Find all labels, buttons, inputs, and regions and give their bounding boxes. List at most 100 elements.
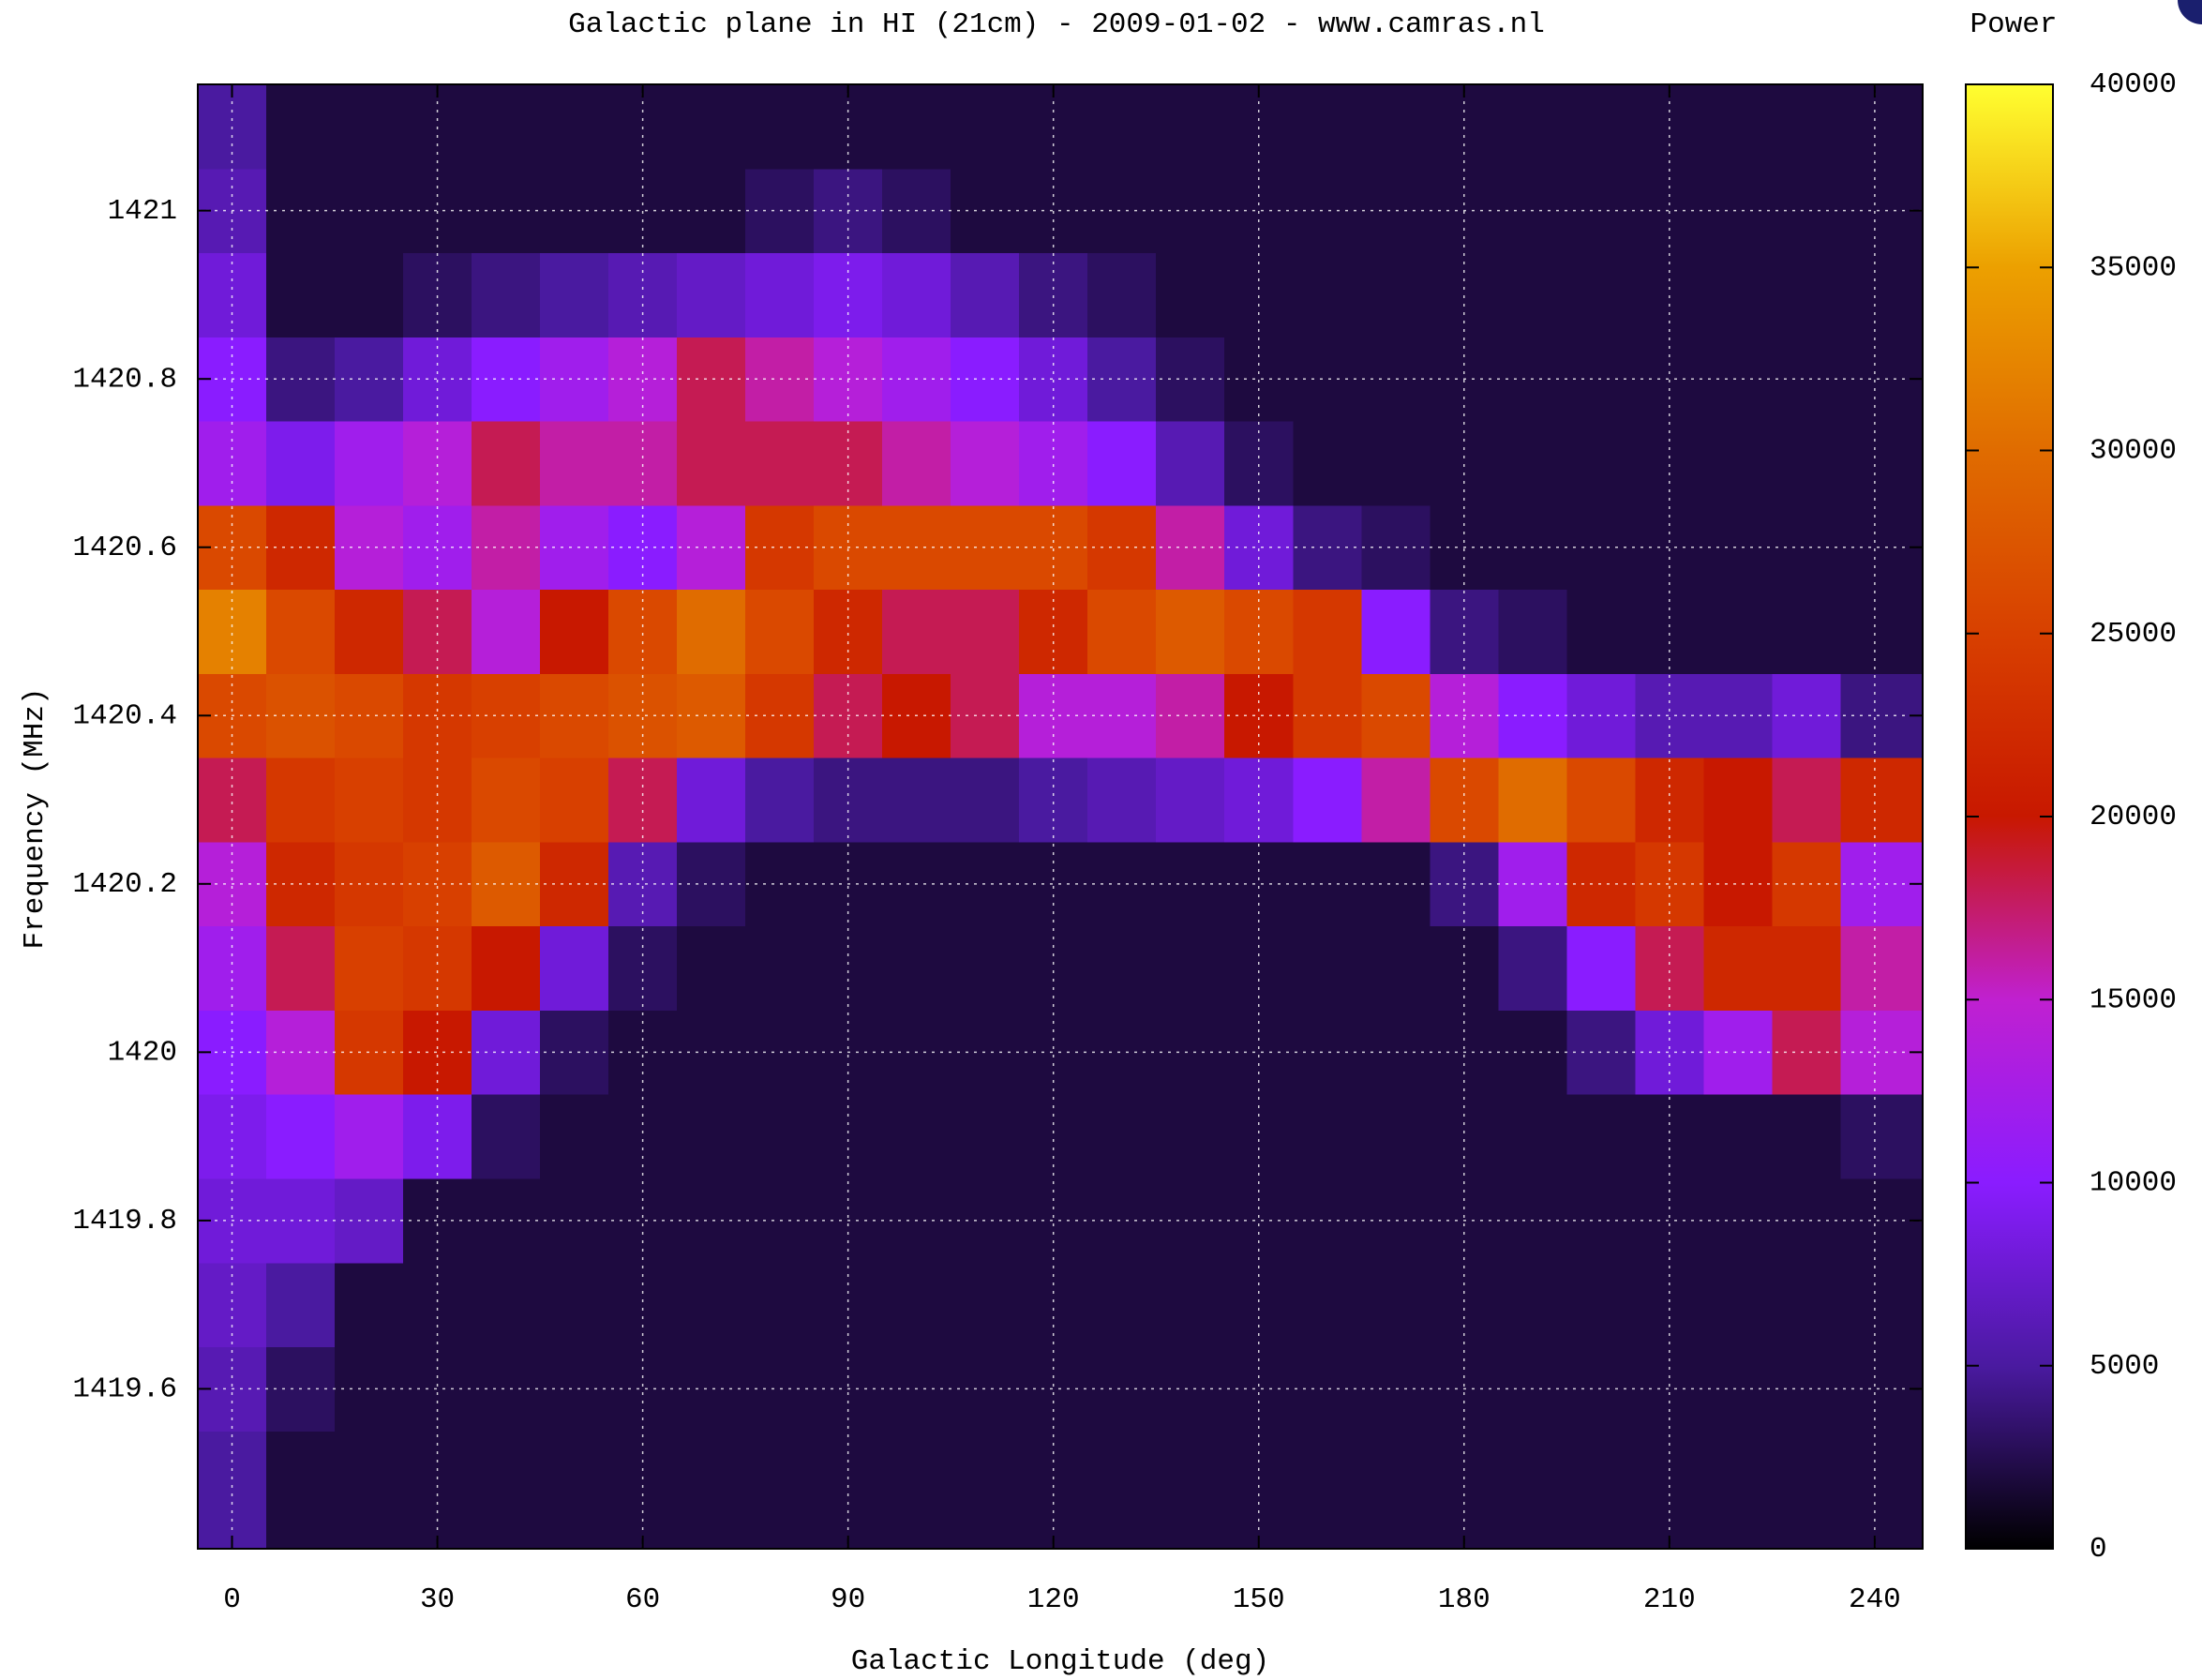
heatmap-cell (1772, 841, 1841, 927)
heatmap-cell (1087, 1431, 1157, 1550)
chart-title: Galactic plane in HI (21cm) - 2009-01-02… (568, 8, 1545, 41)
heatmap-cell (814, 1431, 883, 1550)
x-tick-label: 30 (420, 1583, 455, 1616)
heatmap-cell (1087, 1346, 1157, 1432)
heatmap-cell (1087, 673, 1157, 758)
heatmap-cell (1156, 758, 1225, 843)
heatmap-cell (540, 925, 609, 1011)
heatmap-cell (1224, 1431, 1294, 1550)
heatmap-cell (1498, 1094, 1567, 1179)
heatmap-cell (1635, 1431, 1704, 1550)
colorbar-tick-label: 25000 (2090, 618, 2177, 651)
x-tick-label: 210 (1643, 1583, 1696, 1616)
heatmap-cell (745, 1431, 815, 1550)
heatmap-cell (1087, 84, 1157, 170)
heatmap-cell (745, 252, 815, 338)
heatmap-cell (608, 1431, 678, 1550)
heatmap-cell (1087, 504, 1157, 591)
heatmap-cell (1703, 673, 1773, 758)
heatmap-cell (335, 589, 404, 674)
logo (2178, 0, 2202, 24)
heatmap-cell (677, 925, 746, 1011)
heatmap-cell (745, 421, 815, 506)
heatmap-cell (1087, 925, 1157, 1011)
heatmap-cell (1566, 84, 1636, 170)
heatmap-cell (1019, 252, 1088, 338)
heatmap-cell (1224, 168, 1294, 254)
heatmap-cell (1772, 421, 1841, 506)
heatmap-cell (745, 1262, 815, 1348)
heatmap-cell (1840, 504, 1924, 591)
heatmap-cell (1703, 841, 1773, 927)
heatmap-cell (677, 421, 746, 506)
heatmap-cell (403, 252, 472, 338)
heatmap-cell (472, 337, 541, 422)
heatmap-cell (266, 1431, 336, 1550)
heatmap-cell (1635, 421, 1704, 506)
heatmap-cell (472, 252, 541, 338)
heatmap-cell (1703, 337, 1773, 422)
heatmap-cell (472, 84, 541, 170)
plot-border (197, 83, 1924, 1550)
heatmap-cell (1087, 1262, 1157, 1348)
heatmap-cell (677, 1262, 746, 1348)
heatmap-cell (608, 504, 678, 591)
heatmap-cell (540, 252, 609, 338)
heatmap-cell (882, 1262, 951, 1348)
x-tick-label: 180 (1438, 1583, 1490, 1616)
heatmap-cell (1361, 84, 1431, 170)
heatmap-cell (1703, 1010, 1773, 1095)
heatmap-cell (198, 1431, 267, 1550)
heatmap-cell (1087, 421, 1157, 506)
heatmap-cell (540, 1010, 609, 1095)
heatmap-cell (1566, 589, 1636, 674)
heatmap-cell (1772, 673, 1841, 758)
heatmap-cell (335, 421, 404, 506)
heatmap-cell (472, 1094, 541, 1179)
heatmap-cell (1840, 1262, 1924, 1348)
heatmap-cell (472, 758, 541, 843)
x-tick-label: 120 (1027, 1583, 1080, 1616)
heatmap-cell (1156, 673, 1225, 758)
heatmap-cell (608, 589, 678, 674)
heatmap-cell (266, 1094, 336, 1179)
heatmap-cell (1772, 1431, 1841, 1550)
x-axis-label: Galactic Longitude (deg) (851, 1645, 1269, 1678)
heatmap-cell (1498, 252, 1567, 338)
heatmap-cell (1772, 589, 1841, 674)
heatmap-cell (1772, 1010, 1841, 1095)
heatmap-cell (1840, 1346, 1924, 1432)
heatmap-cell (745, 84, 815, 170)
heatmap-cell (1087, 841, 1157, 927)
heatmap-cell (1293, 421, 1362, 506)
heatmap-cell (266, 589, 336, 674)
heatmap-cell (745, 1094, 815, 1179)
heatmap-cell (1293, 758, 1362, 843)
heatmap-cell (1498, 758, 1567, 843)
heatmap-cell (198, 421, 267, 506)
heatmap-cell (745, 589, 815, 674)
heatmap-cell (608, 421, 678, 506)
heatmap-cell (472, 925, 541, 1011)
heatmap-cell (403, 1431, 472, 1550)
colorbar-tick-label: 35000 (2090, 251, 2177, 284)
heatmap-cell (540, 1178, 609, 1264)
heatmap-cell (1498, 1262, 1567, 1348)
heatmap-cell (1703, 1094, 1773, 1179)
heatmap-cell (1840, 1010, 1924, 1095)
x-tick-label: 240 (1849, 1583, 1901, 1616)
heatmap-cell (882, 252, 951, 338)
heatmap-cell (1361, 421, 1431, 506)
heatmap-cell (1361, 1262, 1431, 1348)
heatmap-cell (1703, 252, 1773, 338)
heatmap-cell (540, 1262, 609, 1348)
heatmap-cell (1156, 504, 1225, 591)
heatmap-cell (1840, 1431, 1924, 1550)
heatmap-cell (1635, 589, 1704, 674)
heatmap-cell (1566, 1094, 1636, 1179)
heatmap-cell (677, 84, 746, 170)
y-tick-label: 1420.8 (72, 363, 177, 396)
heatmap-cell (608, 252, 678, 338)
heatmap-cell (540, 1431, 609, 1550)
heatmap-cell (335, 1262, 404, 1348)
